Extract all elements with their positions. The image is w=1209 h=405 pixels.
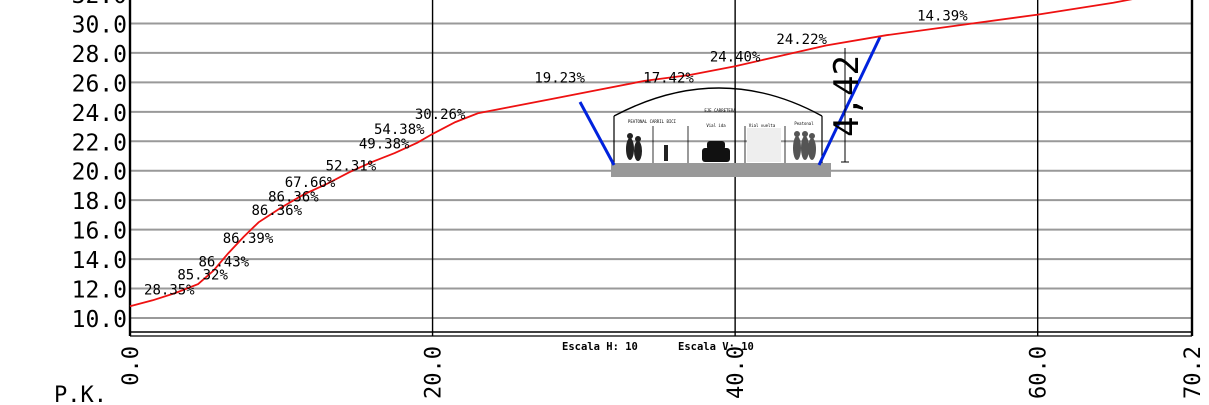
- slope-label: 14.39%: [917, 9, 968, 25]
- slope-label: 67.66%: [285, 175, 336, 191]
- terrain-profile-line: [129, 0, 1133, 308]
- elevation-tick-label: 10.0: [72, 307, 127, 333]
- slope-label: 54.38%: [374, 122, 425, 138]
- slope-percentage-labels: 28.35%85.32%86.43%86.39%86.36%86.36%67.6…: [144, 9, 968, 299]
- slope-label: 85.32%: [177, 268, 228, 284]
- section-base-slab: [611, 163, 831, 177]
- slope-label: 52.31%: [326, 159, 377, 175]
- elevation-tick-label: 32.0: [72, 0, 127, 9]
- elevation-tick-label: 12.0: [72, 278, 127, 304]
- slope-label: 19.23%: [534, 70, 585, 86]
- elevation-tick-label: 22.0: [72, 130, 127, 156]
- slope-label: 17.42%: [643, 70, 694, 86]
- right-slope-line: [817, 36, 882, 166]
- elevation-grid-lines: [130, 22, 1192, 319]
- station-tick-labels: 0.0 20.0 40.0 60.0 70.2: [119, 346, 1206, 399]
- station-tick-label: 0.0: [119, 346, 144, 386]
- slope-label: 28.35%: [144, 282, 195, 298]
- slope-label: 86.43%: [199, 254, 250, 270]
- car-icon: [702, 141, 730, 162]
- elevation-tick-label: 14.0: [72, 248, 127, 274]
- pedestrian-figures-left-icon: [626, 133, 668, 161]
- slope-label: 86.36%: [251, 203, 302, 219]
- section-left-label: PEATONAL CARRIL BICI: [628, 119, 677, 124]
- slope-label: 24.22%: [776, 32, 827, 48]
- section-axis-label: EJE CARRETERA: [704, 108, 736, 113]
- elevation-tick-labels: 10.0 12.0 14.0 16.0 18.0 20.0 22.0 24.0 26.0 28.0…: [72, 0, 127, 333]
- tunnel-arch: [613, 87, 823, 117]
- elevation-tick-label: 28.0: [72, 42, 127, 68]
- slope-label: 86.39%: [223, 231, 274, 247]
- elevation-tick-label: 24.0: [72, 101, 127, 127]
- station-tick-label: 40.0: [724, 346, 749, 399]
- section-height-label: 4,42: [827, 55, 867, 137]
- section-center-right-label: Vial vuelta: [749, 123, 776, 128]
- left-slope-line: [578, 101, 616, 166]
- horizontal-scale-label: Escala H: 10: [562, 341, 638, 353]
- pedestrian-figures-right-icon: [793, 131, 816, 160]
- pk-label: P.K.: [54, 383, 107, 405]
- section-gray-panel: [747, 128, 781, 162]
- station-tick-label: 60.0: [1027, 346, 1052, 399]
- slope-label: 30.26%: [415, 107, 466, 123]
- section-right-label: Peatonal: [794, 121, 814, 126]
- station-tick-label: 70.2: [1181, 346, 1206, 399]
- elevation-tick-label: 16.0: [72, 219, 127, 245]
- slope-label: 24.40%: [710, 50, 761, 66]
- slope-label: 86.36%: [268, 190, 319, 206]
- slope-label: 49.38%: [359, 137, 410, 153]
- vertical-scale-label: Escala V: 10: [678, 341, 754, 353]
- elevation-tick-label: 18.0: [72, 189, 127, 215]
- station-tick-label: 20.0: [422, 346, 447, 399]
- tunnel-cross-section: EJE CARRETERA PEATONAL CARRIL BICI Vial …: [611, 87, 831, 177]
- elevation-tick-label: 20.0: [72, 160, 127, 186]
- elevation-tick-label: 26.0: [72, 71, 127, 97]
- elevation-tick-label: 30.0: [72, 12, 127, 38]
- section-center-left-label: Vial ida: [706, 123, 726, 128]
